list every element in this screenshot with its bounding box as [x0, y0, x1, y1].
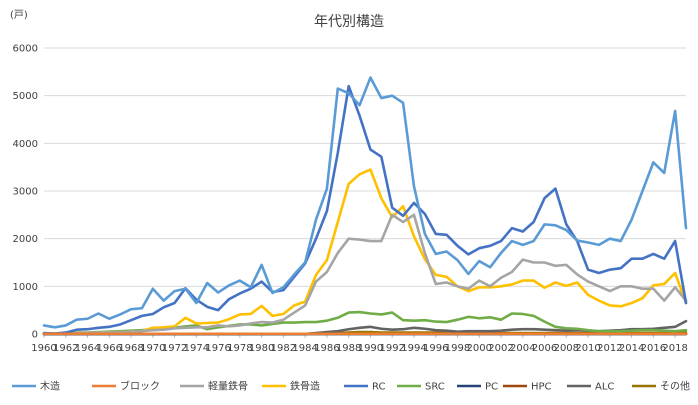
x-tick-label: 2000	[467, 343, 492, 354]
x-tick-label: 1986	[314, 343, 339, 354]
x-tick-label: 2010	[575, 343, 600, 354]
series-lines	[42, 76, 688, 336]
legend-label: 木造	[40, 380, 60, 393]
y-tick-label: 4000	[13, 139, 38, 150]
y-tick-label: 5000	[13, 91, 38, 102]
x-axis-ticks: 1960196219641966196819701972197419761978…	[31, 334, 688, 354]
legend-label: RC	[372, 382, 385, 393]
x-tick-label: 1974	[184, 343, 209, 354]
legend: 木造 ブロック 軽量鉄骨 鉄骨造 RC SRC PC HPC ALC その他	[12, 380, 690, 393]
legend-label: その他	[660, 380, 690, 393]
legend-label: HPC	[531, 382, 552, 393]
series-line-2	[42, 213, 688, 335]
x-tick-label: 1970	[140, 343, 165, 354]
y-tick-label: 2000	[13, 234, 38, 245]
x-tick-label: 1998	[445, 343, 470, 354]
x-tick-label: 2004	[510, 343, 535, 354]
y-unit-label: (戸)	[10, 9, 28, 21]
x-tick-label: 1992	[379, 343, 404, 354]
y-tick-label: 6000	[13, 44, 38, 55]
x-tick-label: 2014	[619, 343, 644, 354]
series-line-4	[42, 84, 688, 335]
legend-label: 鉄骨造	[290, 380, 320, 393]
x-tick-label: 1960	[31, 343, 56, 354]
x-tick-label: 1990	[358, 343, 383, 354]
legend-label: ALC	[595, 382, 614, 393]
legend-label: PC	[485, 382, 498, 393]
y-tick-label: 0	[32, 330, 38, 341]
x-tick-label: 2002	[488, 343, 513, 354]
y-tick-label: 1000	[13, 282, 38, 293]
x-tick-label: 2008	[554, 343, 579, 354]
x-tick-label: 1972	[162, 343, 187, 354]
x-tick-label: 2006	[532, 343, 557, 354]
series-line-0	[42, 76, 688, 329]
x-tick-label: 1996	[423, 343, 448, 354]
x-tick-label: 2012	[597, 343, 622, 354]
x-tick-label: 1982	[271, 343, 296, 354]
x-tick-label: 1968	[118, 343, 143, 354]
x-tick-label: 1984	[292, 343, 317, 354]
y-axis-ticks: 0 1000 2000 3000 4000 5000 6000	[13, 44, 38, 341]
legend-label: ブロック	[120, 380, 160, 393]
x-tick-label: 1966	[97, 343, 122, 354]
chart-title: 年代別構造	[314, 14, 384, 30]
x-tick-label: 1988	[336, 343, 361, 354]
series-line-3	[42, 168, 688, 335]
x-tick-label: 1980	[249, 343, 274, 354]
gridlines	[44, 47, 686, 335]
x-tick-label: 1964	[75, 343, 100, 354]
y-tick-label: 3000	[13, 187, 38, 198]
x-tick-label: 2016	[641, 343, 666, 354]
x-tick-label: 1962	[53, 343, 78, 354]
x-tick-label: 1978	[227, 343, 252, 354]
legend-label: 軽量鉄骨	[208, 380, 248, 393]
x-tick-label: 1994	[401, 343, 426, 354]
legend-label: SRC	[425, 382, 445, 393]
x-tick-label: 2018	[662, 343, 687, 354]
x-tick-label: 1976	[205, 343, 230, 354]
